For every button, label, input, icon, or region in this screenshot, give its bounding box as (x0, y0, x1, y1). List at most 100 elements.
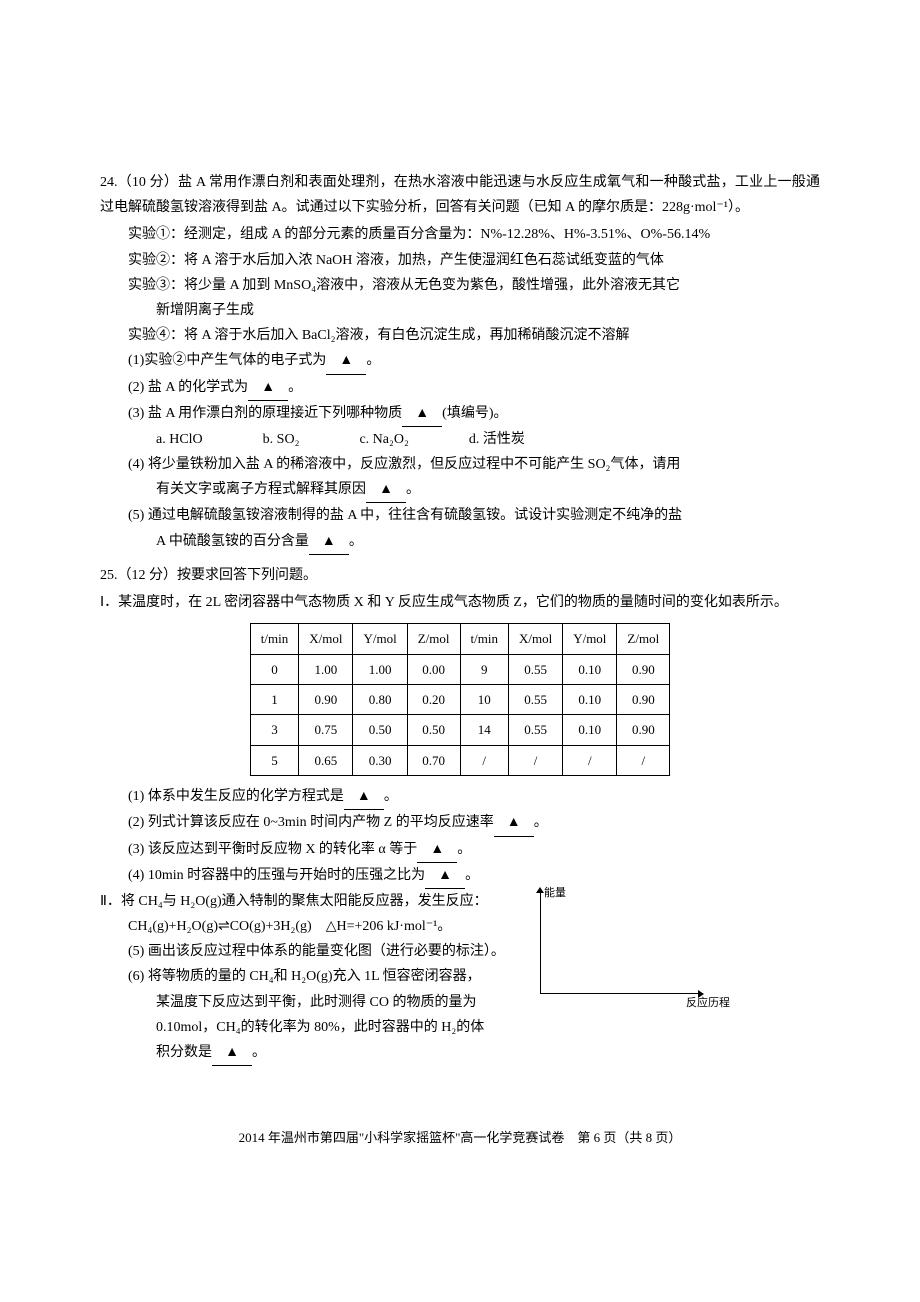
y-arrow-icon (536, 887, 544, 893)
table-cell: / (508, 745, 562, 775)
q25-sub5: (5) 画出该反应过程中体系的能量变化图（进行必要的标注）。 (100, 939, 580, 964)
table-cell: 0.55 (508, 715, 562, 745)
table-cell: 0.90 (617, 684, 670, 714)
period: 。 (406, 482, 420, 497)
table-cell: 0.50 (353, 715, 407, 745)
q24-exp1: 实验①：经测定，组成 A 的部分元素的质量百分含量为：N%-12.28%、H%-… (100, 222, 820, 247)
table-cell: 0.55 (508, 654, 562, 684)
table-cell: 0.10 (563, 715, 617, 745)
table-cell: 3 (250, 715, 298, 745)
blank: ▲ (402, 401, 442, 427)
q25-sub3-text: (3) 该反应达到平衡时反应物 X 的转化率 α 等于 (128, 842, 417, 857)
blank: ▲ (366, 477, 406, 503)
table-cell: 0.70 (407, 745, 460, 775)
q24-header: 24.（10 分）盐 A 常用作漂白剂和表面处理剂，在热水溶液中能迅速与水反应生… (100, 170, 820, 220)
part2-text-block: Ⅱ．将 CH₄与 H₂O(g)通入特制的聚焦太阳能反应器，发生反应： CH₄(g… (100, 889, 580, 1066)
table-cell: / (563, 745, 617, 775)
part2-label: Ⅱ (100, 894, 107, 909)
page-footer: 2014 年温州市第四届"小科学家摇篮杯"高一化学竞赛试卷 第 6 页（共 8 … (100, 1126, 820, 1149)
table-cell: 0.65 (299, 745, 353, 775)
period: 。 (465, 868, 479, 883)
th: Z/mol (407, 624, 460, 654)
q24-sub1: (1)实验②中产生气体的电子式为▲。 (100, 348, 820, 374)
q25-sub6-d-text: 积分数是 (156, 1045, 212, 1060)
y-axis-label: 能量 (544, 884, 566, 904)
q24-sub3-text: (3) 盐 A 用作漂白剂的原理接近下列哪种物质 (128, 406, 402, 421)
period: 。 (252, 1045, 266, 1060)
period: 。 (349, 534, 363, 549)
q24-sub5-b: A 中硫酸氢铵的百分含量▲。 (100, 529, 820, 555)
blank: ▲ (212, 1040, 252, 1066)
q24-sub3-suffix: (填编号)。 (442, 406, 507, 421)
q25-sub4: (4) 10min 时容器中的压强与开始时的压强之比为▲。 (100, 863, 820, 889)
q24-sub4-a: (4) 将少量铁粉加入盐 A 的稀溶液中，反应激烈，但反应过程中不可能产生 SO… (100, 452, 820, 477)
table-header-row: t/min X/mol Y/mol Z/mol t/min X/mol Y/mo… (250, 624, 669, 654)
q24-sub4-b: 有关文字或离子方程式解释其原因▲。 (100, 477, 820, 503)
blank: ▲ (326, 348, 366, 374)
blank: ▲ (494, 810, 534, 836)
q25-sub6-c: 0.10mol，CH₄的转化率为 80%，此时容器中的 H₂的体 (100, 1015, 580, 1040)
energy-diagram: 能量 反应历程 (540, 889, 720, 1009)
blank: ▲ (425, 863, 465, 889)
q25-sub3: (3) 该反应达到平衡时反应物 X 的转化率 α 等于▲。 (100, 837, 820, 863)
table-row: 50.650.300.70//// (250, 745, 669, 775)
q25-part1: Ⅰ．某温度时，在 2L 密闭容器中气态物质 X 和 Y 反应生成气态物质 Z，它… (100, 590, 820, 615)
table-cell: 0.75 (299, 715, 353, 745)
blank: ▲ (248, 375, 288, 401)
th: Y/mol (563, 624, 617, 654)
question-24: 24.（10 分）盐 A 常用作漂白剂和表面处理剂，在热水溶液中能迅速与水反应生… (100, 170, 820, 555)
th: t/min (250, 624, 298, 654)
table-cell: 0.00 (407, 654, 460, 684)
q25-sub1-text: (1) 体系中发生反应的化学方程式是 (128, 789, 344, 804)
table-cell: 1 (250, 684, 298, 714)
q24-sub5-b-text: A 中硫酸氢铵的百分含量 (156, 534, 309, 549)
table-cell: 14 (460, 715, 508, 745)
q25-sub6-b: 某温度下反应达到平衡，此时测得 CO 的物质的量为 (100, 990, 580, 1015)
th: t/min (460, 624, 508, 654)
q25-sub2-text: (2) 列式计算该反应在 0~3min 时间内产物 Z 的平均反应速率 (128, 815, 494, 830)
q24-exp3-b: 新增阴离子生成 (100, 298, 820, 323)
table-cell: 0.55 (508, 684, 562, 714)
table-cell: 9 (460, 654, 508, 684)
table-cell: 0.90 (617, 654, 670, 684)
th: Z/mol (617, 624, 670, 654)
data-table: t/min X/mol Y/mol Z/mol t/min X/mol Y/mo… (250, 623, 670, 776)
part2-text: ．将 CH₄与 H₂O(g)通入特制的聚焦太阳能反应器，发生反应： (107, 894, 488, 909)
q24-exp4: 实验④：将 A 溶于水后加入 BaCl₂溶液，有白色沉淀生成，再加稀硝酸沉淀不溶… (100, 323, 820, 348)
q24-sub4-b-text: 有关文字或离子方程式解释其原因 (156, 482, 366, 497)
table-cell: / (617, 745, 670, 775)
blank: ▲ (344, 784, 384, 810)
table-cell: 0.50 (407, 715, 460, 745)
table-cell: 0.90 (299, 684, 353, 714)
table-cell: 0 (250, 654, 298, 684)
x-axis (540, 993, 700, 994)
table-cell: 0.80 (353, 684, 407, 714)
q24-sub1-text: (1)实验②中产生气体的电子式为 (128, 353, 326, 368)
q25-sub4-text: (4) 10min 时容器中的压强与开始时的压强之比为 (128, 868, 425, 883)
option-d: d. 活性炭 (469, 427, 525, 452)
option-c: c. Na₂O₂ (359, 427, 408, 452)
period: 。 (457, 842, 471, 857)
q24-options: a. HClO b. SO₂ c. Na₂O₂ d. 活性炭 (100, 427, 820, 452)
table-row: 01.001.000.0090.550.100.90 (250, 654, 669, 684)
table-row: 10.900.800.20100.550.100.90 (250, 684, 669, 714)
table-body: 01.001.000.0090.550.100.9010.900.800.201… (250, 654, 669, 776)
table-cell: / (460, 745, 508, 775)
q25-part2-eq: CH₄(g)+H₂O(g)⇌CO(g)+3H₂(g) △H=+206 kJ·mo… (100, 914, 580, 939)
period: 。 (288, 380, 302, 395)
table-cell: 5 (250, 745, 298, 775)
table-cell: 1.00 (299, 654, 353, 684)
q25-sub6-d: 积分数是▲。 (100, 1040, 580, 1066)
x-axis-label: 反应历程 (686, 994, 730, 1014)
y-axis (540, 889, 541, 994)
q25-sub6-a: (6) 将等物质的量的 CH₄和 H₂O(g)充入 1L 恒容密闭容器， (100, 964, 580, 989)
th: X/mol (508, 624, 562, 654)
q25-sub1: (1) 体系中发生反应的化学方程式是▲。 (100, 784, 820, 810)
q24-exp2: 实验②：将 A 溶于水后加入浓 NaOH 溶液，加热，产生使湿润红色石蕊试纸变蓝… (100, 248, 820, 273)
table-cell: 10 (460, 684, 508, 714)
th: Y/mol (353, 624, 407, 654)
table-cell: 0.90 (617, 715, 670, 745)
period: 。 (534, 815, 548, 830)
period: 。 (384, 789, 398, 804)
q25-sub2: (2) 列式计算该反应在 0~3min 时间内产物 Z 的平均反应速率▲。 (100, 810, 820, 836)
